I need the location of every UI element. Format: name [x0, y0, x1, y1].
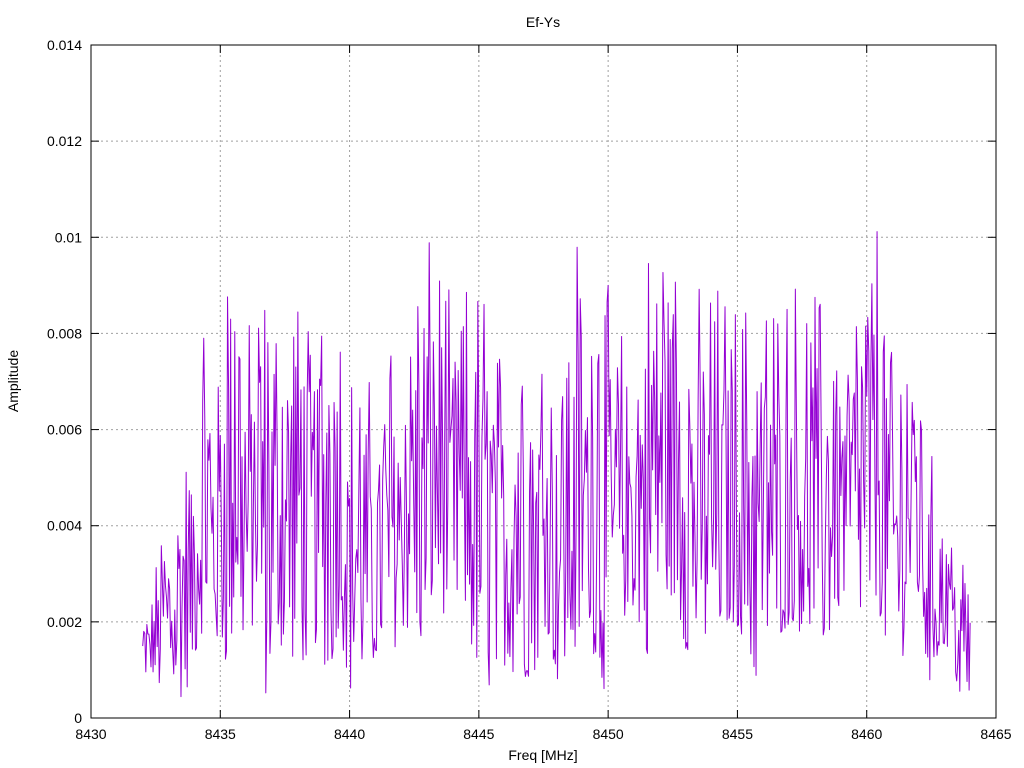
x-tick-label: 8440 — [334, 726, 365, 742]
y-tick-label: 0.004 — [47, 518, 82, 534]
y-tick-labels: 0 0.002 0.004 0.006 0.008 0.01 0.012 0.014 — [47, 37, 82, 726]
chart-title: Ef-Ys — [526, 14, 560, 30]
axis-ticks — [90, 44, 997, 719]
x-tick-label: 8450 — [593, 726, 624, 742]
x-tick-label: 8445 — [463, 726, 494, 742]
x-tick-label: 8435 — [205, 726, 236, 742]
y-tick-label: 0.006 — [47, 422, 82, 438]
x-tick-label: 8455 — [722, 726, 753, 742]
plot-area — [142, 231, 971, 698]
x-tick-label: 8430 — [75, 726, 106, 742]
y-tick-label: 0.012 — [47, 133, 82, 149]
y-tick-label: 0.01 — [55, 229, 82, 245]
y-tick-label: 0 — [74, 710, 82, 726]
y-tick-label: 0.002 — [47, 614, 82, 630]
plot-frame — [90, 44, 997, 719]
y-tick-label: 0.014 — [47, 37, 82, 53]
x-tick-label: 8460 — [851, 726, 882, 742]
y-tick-label: 0.008 — [47, 325, 82, 341]
x-tick-label: 8465 — [980, 726, 1011, 742]
y-axis-label: Amplitude — [5, 350, 21, 412]
amplitude-trace — [142, 231, 971, 698]
x-tick-labels: 8430 8435 8440 8445 8450 8455 8460 8465 — [75, 726, 1011, 742]
x-axis-label: Freq [MHz] — [508, 747, 577, 763]
